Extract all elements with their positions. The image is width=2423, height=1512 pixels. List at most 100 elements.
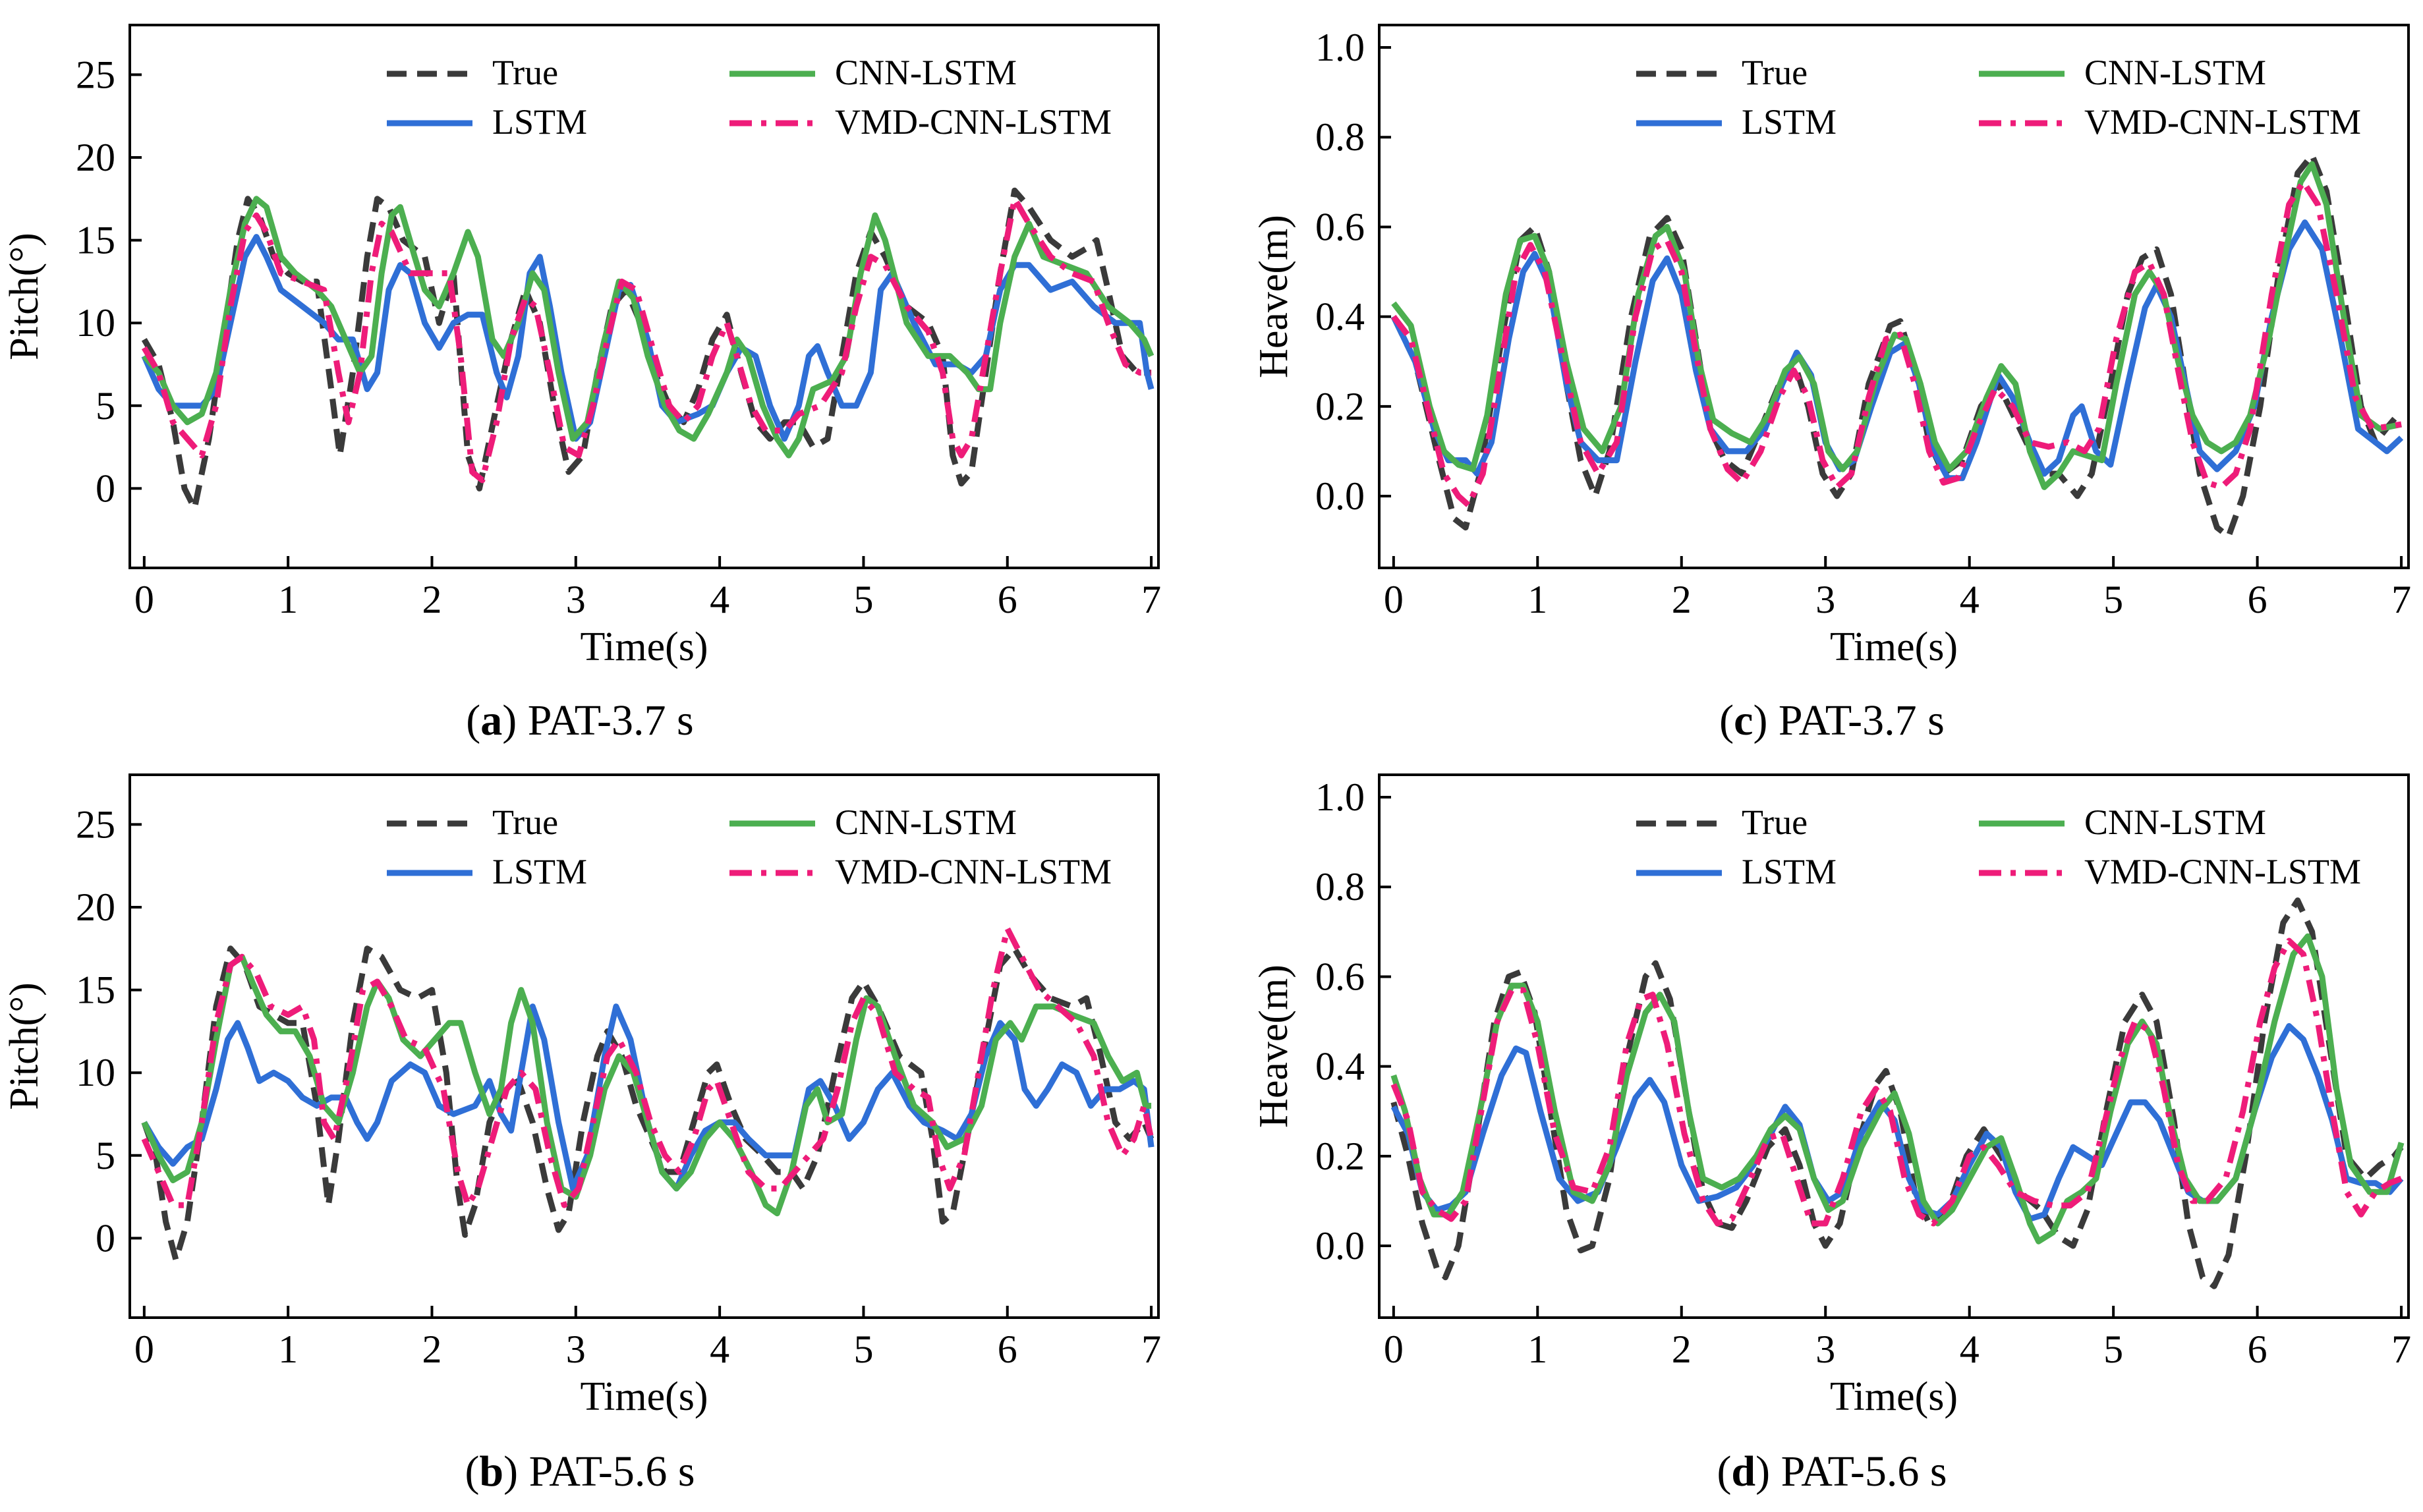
caption-text: PAT-5.6 s — [1770, 1447, 1947, 1496]
caption-paren-open: ( — [465, 1447, 479, 1496]
x-tick-label: 1 — [1527, 1328, 1547, 1371]
caption-paren-close: ) — [502, 696, 517, 744]
legend-label-cnn-lstm: CNN-LSTM — [2084, 53, 2266, 92]
x-tick-label: 5 — [2103, 578, 2123, 621]
y-tick-label: 0.6 — [1315, 955, 1365, 998]
x-tick-label: 2 — [1672, 1328, 1692, 1371]
plot-frame — [128, 773, 1160, 1319]
y-axis-label: Pitch(°) — [2, 982, 47, 1110]
series-line-cnn-lstm — [1391, 161, 2403, 490]
x-tick-label: 5 — [2103, 1328, 2123, 1371]
x-tick-label: 6 — [2248, 578, 2267, 621]
legend-label-true: True — [1742, 802, 1808, 842]
y-tick-label: 0.2 — [1315, 1134, 1365, 1178]
y-tick-label: 0.6 — [1315, 205, 1365, 248]
y-tick-label: 15 — [76, 219, 115, 262]
legend-label-vmd-cnn-lstm: VMD-CNN-LSTM — [2084, 852, 2361, 891]
x-tick-label: 2 — [1672, 578, 1692, 621]
caption-paren-close: ) — [1755, 1447, 1770, 1496]
caption-paren-open: ( — [1719, 696, 1734, 744]
chart-panel-d: 0 1 2 3 4 5 6 7 0.0 0.2 0.4 0.6 0.8 1.0 Time(s) Heave(m… — [1251, 773, 2411, 1496]
legend-label-true: True — [492, 802, 558, 842]
caption-text: PAT-3.7 s — [1767, 696, 1944, 744]
x-tick-label: 2 — [422, 1328, 442, 1371]
panel-caption: (c) PAT-3.7 s — [1719, 696, 1945, 744]
x-tick-label: 3 — [566, 1328, 586, 1371]
legend-label-vmd-cnn-lstm: VMD-CNN-LSTM — [2084, 102, 2361, 142]
x-tick-label: 5 — [853, 578, 873, 621]
x-tick-label: 1 — [278, 578, 298, 621]
series-group — [141, 926, 1154, 1263]
y-tick-label: 25 — [76, 53, 115, 96]
y-tick-label: 20 — [76, 136, 115, 179]
x-tick-label: 7 — [2391, 578, 2411, 621]
caption-text: PAT-3.7 s — [517, 696, 693, 744]
series-line-vmd-cnn-lstm — [1391, 179, 2402, 509]
x-tick-label: 4 — [710, 1328, 729, 1371]
panel-caption: (d) PAT-5.6 s — [1717, 1447, 1947, 1496]
legend-label-lstm: LSTM — [1742, 102, 1837, 142]
y-tick-label: 0 — [96, 466, 115, 510]
plot-frame — [1378, 773, 2410, 1319]
plot-frame — [128, 24, 1160, 569]
x-tick-label: 7 — [2391, 1328, 2411, 1371]
series-line-true — [1390, 152, 2404, 540]
legend-label-cnn-lstm: CNN-LSTM — [2084, 802, 2266, 842]
x-axis-label: Time(s) — [1830, 1374, 1958, 1419]
legend-label-cnn-lstm: CNN-LSTM — [835, 53, 1017, 92]
y-tick-label: 25 — [76, 802, 115, 846]
y-tick-label: 0.8 — [1315, 115, 1365, 159]
panel-caption: (a) PAT-3.7 s — [466, 696, 693, 744]
chart-panel-b: 0 1 2 3 4 5 6 7 0 5 10 15 20 25 Time(s) Pitch(°) True CNN… — [2, 773, 1161, 1496]
legend: True CNN-LSTM LSTM VMD-CNN-LSTM — [387, 53, 1112, 142]
x-tick-label: 1 — [278, 1328, 298, 1371]
x-axis-label: Time(s) — [1830, 625, 1958, 669]
legend-label-cnn-lstm: CNN-LSTM — [835, 802, 1017, 842]
x-tick-label: 6 — [998, 578, 1017, 621]
x-axis-label: Time(s) — [580, 625, 708, 669]
x-tick-label: 3 — [566, 578, 586, 621]
legend-label-lstm: LSTM — [492, 852, 587, 891]
legend: True CNN-LSTM LSTM VMD-CNN-LSTM — [1636, 53, 2361, 142]
series-line-vmd-cnn-lstm — [141, 196, 1152, 484]
x-tick-label: 4 — [1960, 1328, 1980, 1371]
x-tick-label: 0 — [1384, 578, 1404, 621]
y-tick-label: 0.4 — [1315, 295, 1365, 339]
series-group — [141, 187, 1154, 512]
panel-caption: (b) PAT-5.6 s — [465, 1447, 695, 1496]
chart-panel-a: 0 1 2 3 4 5 6 7 0 5 10 15 20 25 Time(s) Pitch(°) True CNN… — [2, 24, 1161, 744]
x-tick-label: 4 — [1960, 578, 1980, 621]
chart-panel-c: 0 1 2 3 4 5 6 7 0.0 0.2 0.4 0.6 0.8 1.0 Time(s) Heave(m… — [1251, 24, 2411, 744]
x-axis-label: Time(s) — [580, 1374, 708, 1419]
x-tick-label: 2 — [422, 578, 442, 621]
y-tick-label: 1.0 — [1315, 775, 1365, 819]
y-tick-label: 0.8 — [1315, 865, 1365, 909]
caption-letter: d — [1731, 1447, 1755, 1496]
series-line-lstm — [141, 1003, 1154, 1192]
caption-letter: b — [479, 1447, 503, 1496]
caption-text: PAT-5.6 s — [518, 1447, 695, 1496]
legend: True CNN-LSTM LSTM VMD-CNN-LSTM — [387, 802, 1112, 891]
y-axis-label: Heave(m) — [1251, 215, 1296, 378]
x-tick-label: 7 — [1141, 1328, 1161, 1371]
legend-label-vmd-cnn-lstm: VMD-CNN-LSTM — [835, 102, 1112, 142]
x-tick-label: 0 — [134, 578, 154, 621]
y-tick-label: 15 — [76, 968, 115, 1012]
y-tick-label: 10 — [76, 301, 115, 345]
x-tick-label: 4 — [710, 578, 729, 621]
y-tick-label: 0.4 — [1315, 1045, 1365, 1088]
x-tick-label: 1 — [1527, 578, 1547, 621]
y-tick-label: 5 — [96, 1134, 115, 1177]
y-tick-label: 20 — [76, 885, 115, 929]
caption-paren-open: ( — [1717, 1447, 1731, 1496]
x-tick-label: 0 — [134, 1328, 154, 1371]
y-axis-label: Pitch(°) — [2, 233, 47, 360]
caption-paren-open: ( — [466, 696, 480, 744]
caption-paren-close: ) — [503, 1447, 518, 1496]
caption-paren-close: ) — [1753, 696, 1767, 744]
x-tick-label: 7 — [1141, 578, 1161, 621]
legend-label-lstm: LSTM — [492, 102, 587, 142]
y-tick-label: 1.0 — [1315, 26, 1365, 69]
x-tick-label: 3 — [1815, 578, 1835, 621]
